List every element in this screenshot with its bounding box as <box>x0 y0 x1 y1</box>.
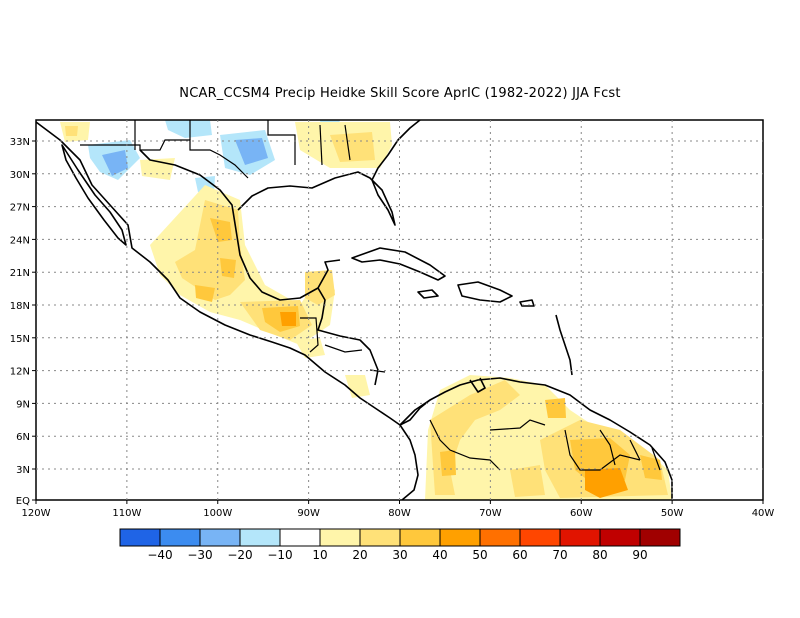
colorbar-swatch <box>319 528 361 547</box>
lat-tick-label: 24N <box>10 235 30 246</box>
colorbar-swatch <box>279 528 321 547</box>
colorbar-swatch <box>239 528 281 547</box>
colorbar-label: 10 <box>312 548 327 562</box>
colorbar-label: −30 <box>187 548 212 562</box>
coastlines <box>35 119 673 501</box>
lat-tick-label: EQ <box>16 496 30 507</box>
colorbar-label: −10 <box>267 548 292 562</box>
plot-frame <box>35 119 764 501</box>
colorbar-label: −40 <box>147 548 172 562</box>
colorbar-swatch <box>399 528 441 547</box>
latitude-axis: 33N 30N 27N 24N 21N 18N 15N 12N 9N 6N 3N EQ <box>10 137 36 507</box>
colorbar-swatch <box>159 528 201 547</box>
lon-tick-label: 120W <box>22 508 51 519</box>
colorbar-label: 50 <box>472 548 487 562</box>
lat-tick-label: 6N <box>16 432 30 443</box>
colorbar-swatch <box>359 528 401 547</box>
lon-tick-label: 80W <box>388 508 411 519</box>
colorbar-label: 60 <box>512 548 527 562</box>
longitude-axis: 120W 110W 100W 90W 80W 70W 60W 50W 40W <box>22 500 775 519</box>
lat-tick-label: 18N <box>10 301 30 312</box>
lon-tick-label: 110W <box>112 508 141 519</box>
colorbar-label: 40 <box>432 548 447 562</box>
colorbar-swatch <box>199 528 241 547</box>
lon-tick-label: 70W <box>479 508 502 519</box>
lon-tick-label: 40W <box>752 508 775 519</box>
lat-tick-label: 12N <box>10 367 30 378</box>
lat-tick-label: 9N <box>16 399 30 410</box>
lon-tick-label: 90W <box>297 508 320 519</box>
lon-tick-label: 100W <box>203 508 232 519</box>
colorbar: −40 −30 −20 −10 10 20 30 40 50 60 70 80 90 <box>119 528 681 562</box>
colorbar-label: −20 <box>227 548 252 562</box>
colorbar-swatch <box>599 528 641 547</box>
colorbar-swatch <box>639 528 681 547</box>
lat-tick-label: 15N <box>10 334 30 345</box>
colorbar-label: 20 <box>352 548 367 562</box>
colorbar-swatch <box>479 528 521 547</box>
lat-tick-label: 33N <box>10 137 30 148</box>
gridlines <box>36 120 763 500</box>
colorbar-swatch <box>439 528 481 547</box>
lat-tick-label: 27N <box>10 203 30 214</box>
colorbar-label: 90 <box>632 548 647 562</box>
map-title: NCAR_CCSM4 Precip Heidke Skill Score Apr… <box>179 86 621 101</box>
lat-tick-label: 30N <box>10 170 30 181</box>
lat-tick-label: 3N <box>16 465 30 476</box>
political-borders <box>80 120 661 471</box>
lon-tick-label: 50W <box>661 508 684 519</box>
skill-shading <box>60 120 672 500</box>
colorbar-swatch <box>519 528 561 547</box>
colorbar-swatch <box>559 528 601 547</box>
colorbar-label: 30 <box>392 548 407 562</box>
colorbar-label: 80 <box>592 548 607 562</box>
lat-tick-label: 21N <box>10 268 30 279</box>
colorbar-label: 70 <box>552 548 567 562</box>
lon-tick-label: 60W <box>570 508 593 519</box>
colorbar-swatch <box>119 528 161 547</box>
